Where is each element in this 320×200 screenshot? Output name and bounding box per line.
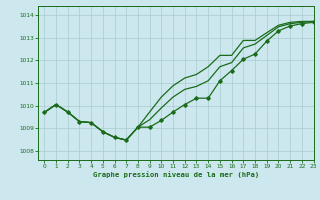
X-axis label: Graphe pression niveau de la mer (hPa): Graphe pression niveau de la mer (hPa) (93, 171, 259, 178)
